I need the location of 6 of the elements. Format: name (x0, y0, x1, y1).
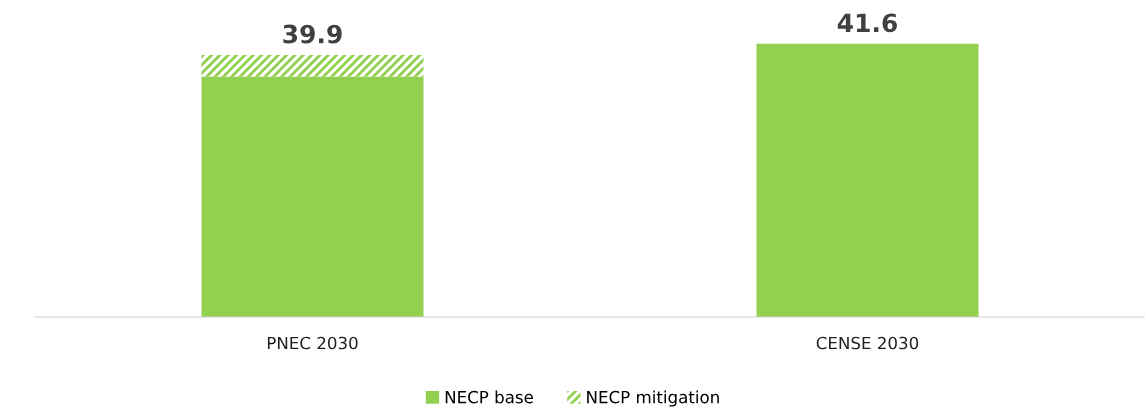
legend-label: NECP base (445, 390, 533, 404)
x-tick-label: PNEC 2030 (267, 336, 358, 350)
annotation: 41.6 (837, 13, 897, 33)
x-tick-label: CENSE 2030 (816, 336, 919, 350)
annotation: 39.9 (283, 24, 342, 44)
legend-label: NECP mitigation (587, 390, 719, 407)
